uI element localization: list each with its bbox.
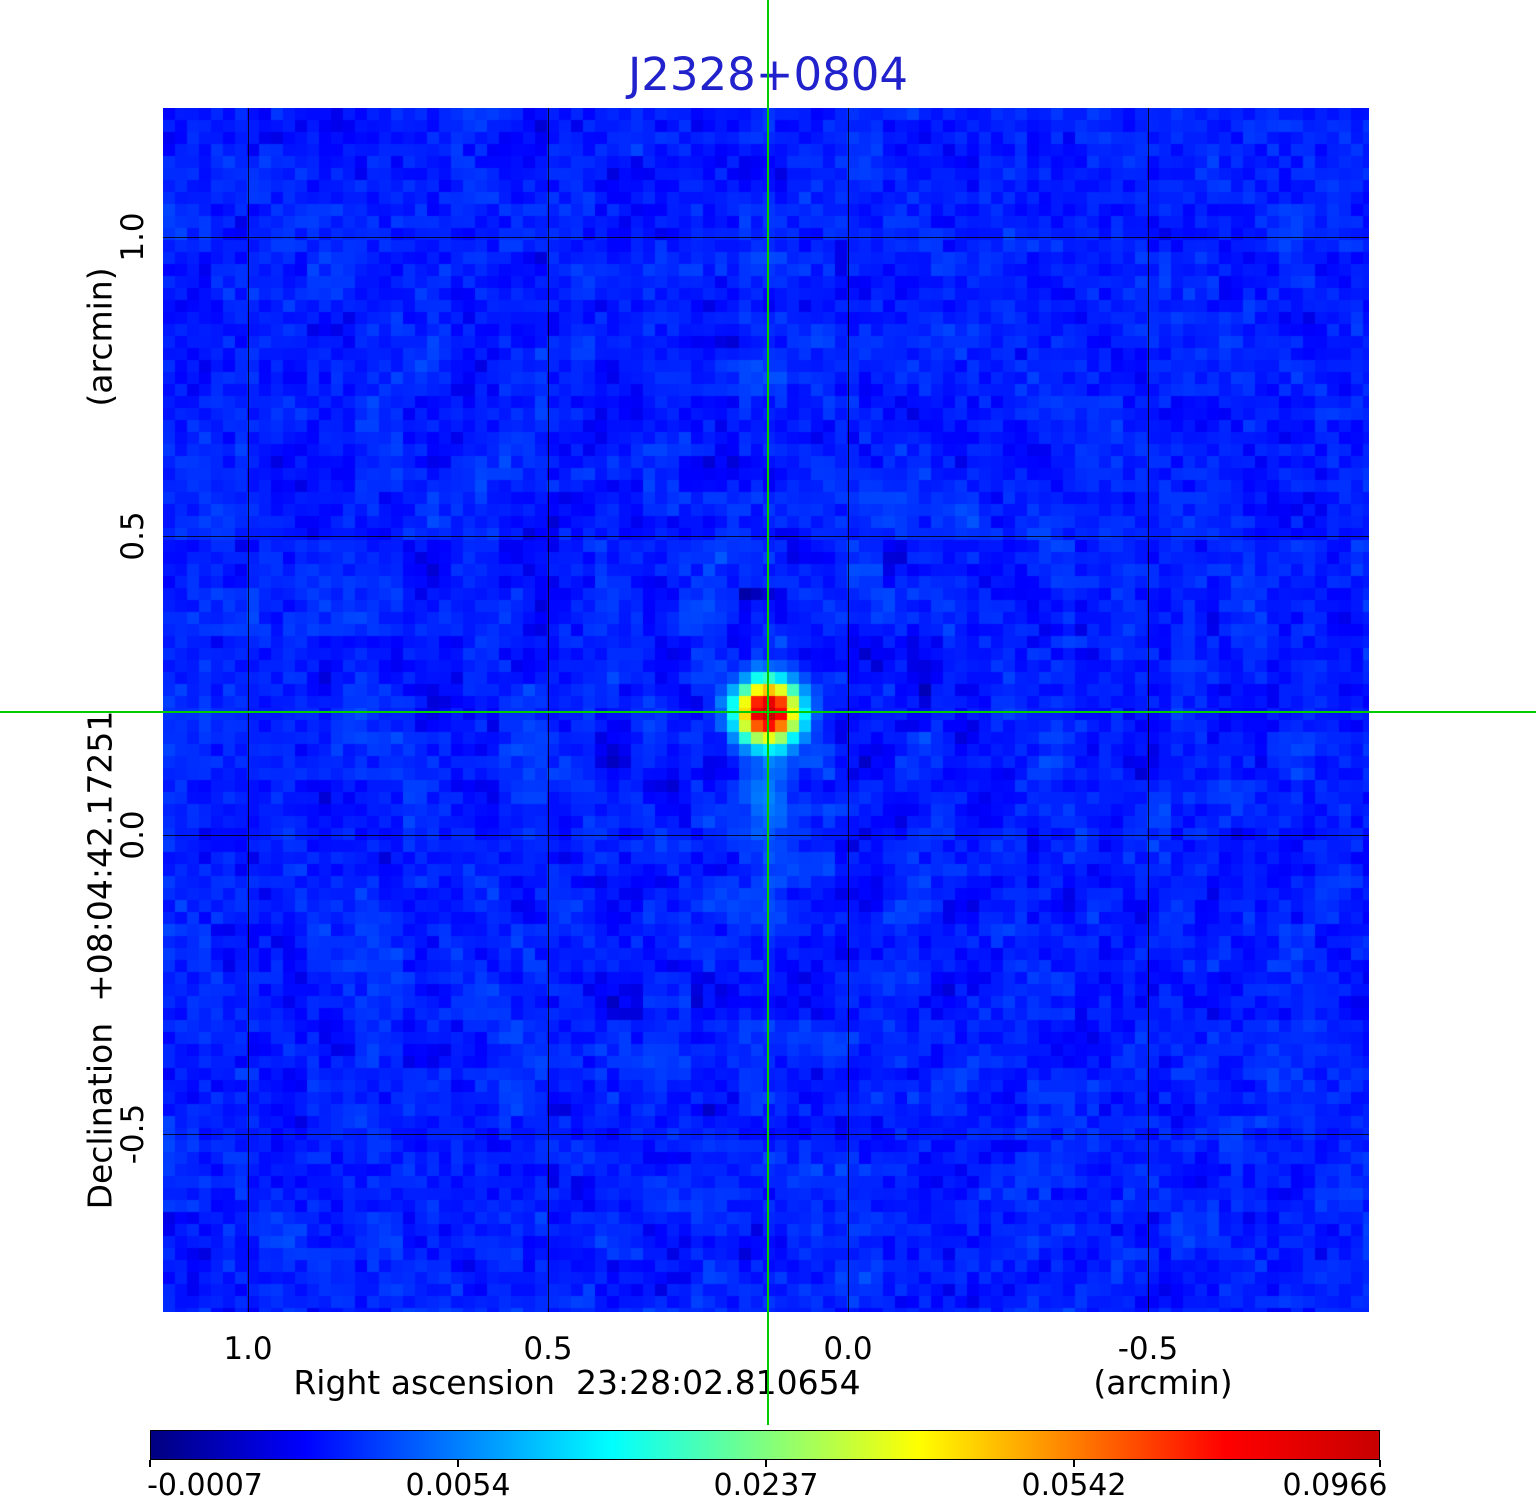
grid-line-vertical [548, 108, 549, 1312]
grid-line-vertical [848, 108, 849, 1312]
sky-map-canvas[interactable] [163, 108, 1369, 1312]
y-tick-label: 0.5 [115, 511, 151, 561]
grid-line-horizontal [163, 835, 1369, 836]
colorbar [150, 1430, 1380, 1460]
colorbar-tick [765, 1460, 767, 1467]
grid-line-horizontal [163, 536, 1369, 537]
colorbar-gradient [151, 1431, 1379, 1459]
x-tick-label: 0.5 [523, 1331, 573, 1367]
y-axis-unit-label: (arcmin) [80, 267, 120, 407]
crosshair-horizontal-line [0, 711, 1536, 713]
colorbar-tick [1073, 1460, 1075, 1467]
y-tick-label: 1.0 [115, 212, 151, 262]
colorbar-tick [457, 1460, 459, 1467]
y-axis-label: Declination +08:04:42.17251 [80, 710, 120, 1210]
x-tick-label: 0.0 [823, 1331, 873, 1367]
colorbar-tick-label: 0.0237 [713, 1468, 819, 1500]
x-axis-label: Right ascension 23:28:02.810654 [293, 1363, 861, 1402]
y-tick-label: -0.5 [115, 1103, 151, 1165]
y-tick-label: 0.0 [115, 810, 151, 860]
colorbar-tick-label: -0.0007 [147, 1468, 263, 1500]
colorbar-tick-label: 0.0966 [1282, 1468, 1388, 1500]
grid-line-vertical [1148, 108, 1149, 1312]
grid-line-horizontal [163, 1134, 1369, 1135]
colorbar-tick [1379, 1460, 1381, 1467]
grid-line-vertical [248, 108, 249, 1312]
colorbar-tick-label: 0.0542 [1021, 1468, 1127, 1500]
grid-line-horizontal [163, 237, 1369, 238]
x-axis-unit-label: (arcmin) [1093, 1363, 1233, 1402]
x-tick-label: -0.5 [1117, 1331, 1179, 1367]
x-tick-label: 1.0 [223, 1331, 273, 1367]
colorbar-tick [149, 1460, 151, 1467]
colorbar-tick-label: 0.0054 [405, 1468, 511, 1500]
